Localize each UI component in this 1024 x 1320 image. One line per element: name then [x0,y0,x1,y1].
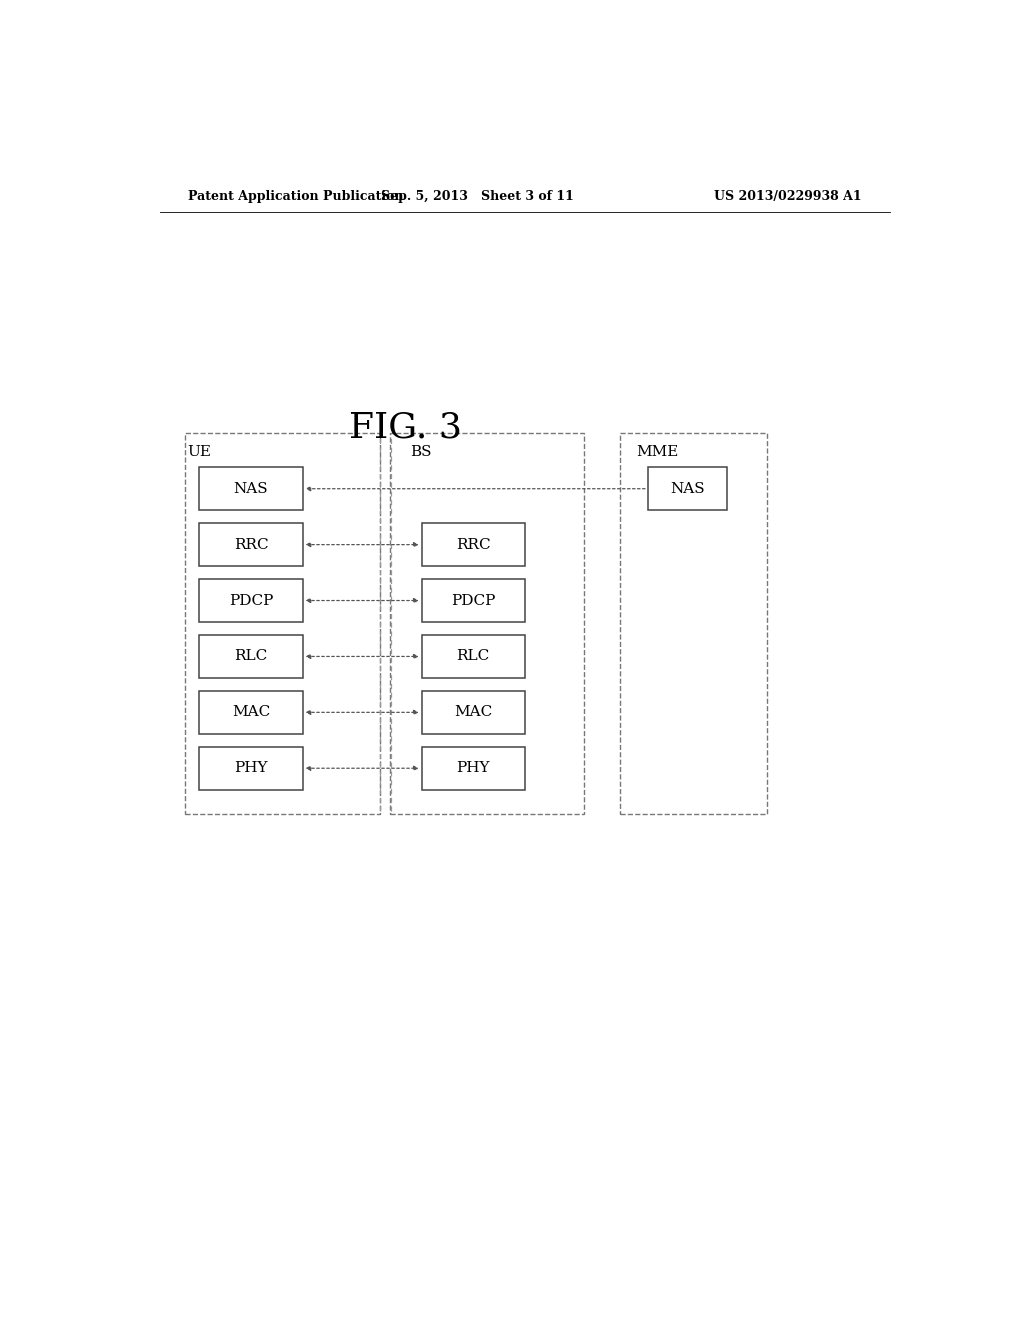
Bar [200,747,303,789]
Text: MME: MME [636,445,678,459]
Bar [185,433,380,814]
Bar [422,579,524,622]
Bar [200,523,303,566]
Bar [200,467,303,510]
Text: FIG. 3: FIG. 3 [349,411,462,445]
Text: UE: UE [187,445,212,459]
Text: PHY: PHY [234,762,267,775]
Text: NAS: NAS [670,482,705,496]
Text: PDCP: PDCP [228,594,273,607]
Text: MAC: MAC [231,705,270,719]
Bar [620,433,767,814]
Text: PHY: PHY [457,762,489,775]
Bar [648,467,727,510]
Bar [200,690,303,734]
Text: RLC: RLC [234,649,267,664]
Text: Patent Application Publication: Patent Application Publication [187,190,403,202]
Bar [200,635,303,677]
Text: MAC: MAC [454,705,493,719]
Bar [200,579,303,622]
Bar [422,523,524,566]
Text: Sep. 5, 2013   Sheet 3 of 11: Sep. 5, 2013 Sheet 3 of 11 [381,190,573,202]
Bar [422,747,524,789]
Text: RLC: RLC [457,649,489,664]
Text: PDCP: PDCP [451,594,496,607]
Bar [422,635,524,677]
Text: BS: BS [410,445,431,459]
Bar [422,690,524,734]
Text: RRC: RRC [233,537,268,552]
Text: US 2013/0229938 A1: US 2013/0229938 A1 [715,190,862,202]
Text: NAS: NAS [233,482,268,496]
Text: RRC: RRC [456,537,490,552]
Bar [390,433,585,814]
